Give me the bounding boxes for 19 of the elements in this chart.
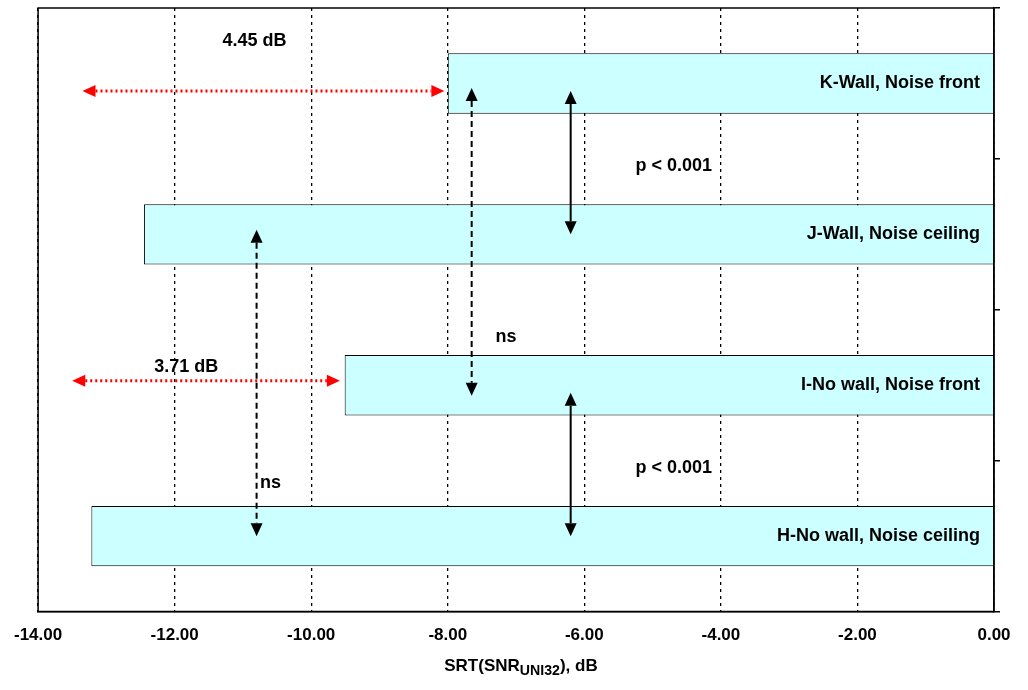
annotation: p < 0.001 (635, 155, 713, 176)
annotation: 4.45 dB (222, 30, 287, 51)
y-tick-label: J-Wall, Noise ceiling (806, 223, 980, 244)
x-tick-label: -12.00 (150, 625, 199, 645)
x-tick-label: -4.00 (701, 625, 741, 645)
annotation: 3.71 dB (154, 356, 219, 377)
x-tick-label: -6.00 (564, 625, 604, 645)
annotation: ns (495, 325, 517, 346)
x-tick-label: -10.00 (287, 625, 336, 645)
y-tick-label: K-Wall, Noise front (819, 72, 980, 93)
x-axis-title: SRT(SNR$_{UNI32}$), dB (443, 656, 599, 679)
y-tick-label: I-No wall, Noise front (800, 374, 980, 395)
x-tick-label: 0.00 (977, 625, 1011, 645)
x-tick-label: -2.00 (838, 625, 877, 645)
y-tick-label: H-No wall, Noise ceiling (776, 525, 980, 546)
annotation: p < 0.001 (635, 457, 713, 478)
annotation: ns (260, 472, 282, 493)
x-tick-label: -14.00 (14, 625, 63, 645)
x-tick-label: -8.00 (428, 625, 468, 645)
